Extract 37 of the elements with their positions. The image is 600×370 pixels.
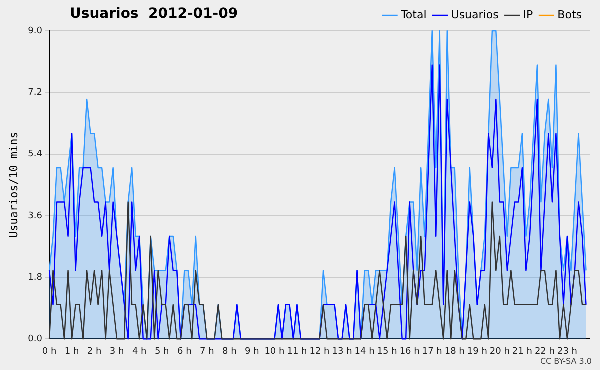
x-tick-label: 3 h [110,346,124,357]
legend-label: IP [523,8,534,22]
x-tick-label: 16 h [400,346,420,357]
x-tick-label: 6 h [177,346,192,357]
x-tick-label: 4 h [132,346,147,357]
x-tick-label: 22 h [534,346,555,357]
x-tick-label: 19 h [467,346,488,357]
legend-label: Usuarios [451,8,500,22]
y-tick-label: 5.4 [28,150,43,160]
x-tick-label: 2 h [87,346,102,357]
legend-label: Total [400,8,427,22]
x-tick-label: 8 h [222,346,237,357]
legend-label: Bots [558,8,582,22]
x-tick-label: 12 h [310,346,330,357]
text: CC BY-SA 3.0 [540,357,592,366]
x-tick-label: 20 h [490,346,510,357]
y-tick-label: 3.6 [28,211,43,222]
x-tick-label: 17 h [422,346,442,357]
x-tick-label: 15 h [377,346,398,357]
x-tick-label: 0 h [42,346,57,357]
x-tick-label: 18 h [444,346,465,357]
x-tick-label: 10 h [264,346,285,357]
x-tick-label: 13 h [332,346,352,357]
y-tick-label: 7.2 [28,88,43,98]
x-tick-label: 11 h [287,346,308,357]
y-tick-label: 1.8 [28,272,43,283]
x-tick-label: 1 h [64,346,80,357]
x-tick-label: 14 h [354,346,375,357]
x-tick-label: 23 h [557,346,578,357]
y-axis-title: Usuarios/10 mins [7,132,20,238]
x-tick-label: 9 h [245,346,260,357]
chart-title: Usuarios 2012-01-09 [70,6,238,22]
x-tick-label: 7 h [200,346,214,357]
x-tick-label: 21 h [512,346,532,357]
y-tick-label: 0.0 [28,334,43,345]
y-tick-label: 9.0 [28,26,43,36]
x-tick-label: 5 h [154,346,170,357]
